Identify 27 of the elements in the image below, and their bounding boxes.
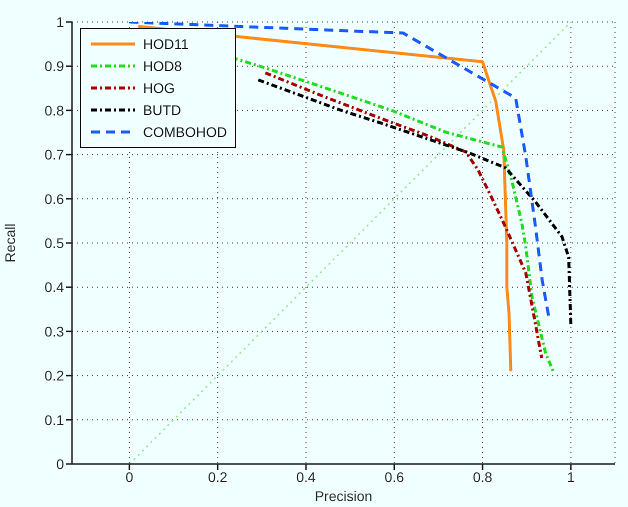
y-axis-title: Recall <box>2 224 18 262</box>
x-tick-label: 1 <box>566 468 575 485</box>
y-tick-label: 0.2 <box>44 368 64 384</box>
y-tick-label: 0 <box>56 456 64 472</box>
y-tick-label: 0.8 <box>44 102 64 118</box>
legend-label: COMBOHOD <box>143 124 227 140</box>
x-tick-label: 0.8 <box>472 468 492 485</box>
x-tick-label: 0.2 <box>208 468 228 485</box>
y-tick-label: 0.7 <box>44 146 64 163</box>
x-tick-label: 0 <box>125 468 134 485</box>
y-tick-label: 0.6 <box>44 190 64 207</box>
legend-label: HOD8 <box>143 58 182 74</box>
y-tick-label: 1 <box>56 14 64 30</box>
x-tick-label: 0.4 <box>296 468 316 485</box>
line-series <box>256 78 572 326</box>
legend-label: HOG <box>143 80 175 96</box>
y-tick-label: 0.5 <box>44 234 64 251</box>
y-tick-label: 0.1 <box>44 412 64 428</box>
x-axis-title: Precision <box>314 488 372 504</box>
line-series <box>128 22 550 318</box>
y-tick-label: 0.9 <box>44 58 64 74</box>
legend-label: BUTD <box>143 102 182 118</box>
x-tick-label: 0.6 <box>384 468 404 485</box>
y-tick-label: 0.3 <box>44 323 64 340</box>
legend-label: HOD11 <box>143 36 189 52</box>
line-series <box>264 71 544 360</box>
y-tick-label: 0.4 <box>44 279 64 296</box>
